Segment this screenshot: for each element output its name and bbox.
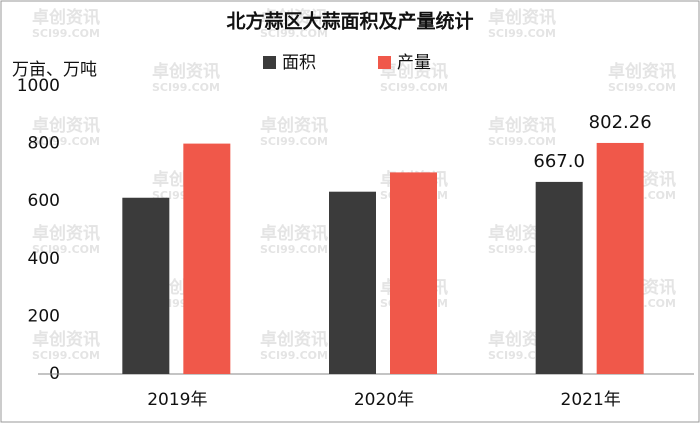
y-tick-label: 600: [28, 191, 60, 211]
chart-title: 北方蒜区大蒜面积及产量统计: [226, 10, 473, 33]
y-tick-label: 1000: [17, 76, 60, 96]
y-tick-label: 200: [28, 306, 60, 326]
watermark-text: SCI99.COM: [488, 27, 556, 40]
watermark-text: 卓创资讯: [260, 7, 328, 28]
watermark-text: SCI99.COM: [32, 27, 100, 40]
watermark-text: SCI99.COM: [32, 135, 100, 148]
y-tick-label: 400: [28, 249, 60, 269]
watermark-text: 卓创资讯: [260, 223, 328, 244]
bar: [535, 181, 583, 374]
x-tick-label: 2021年: [561, 390, 621, 410]
watermark-text: SCI99.COM: [32, 349, 100, 362]
x-tick-label: 2020年: [354, 390, 414, 410]
watermark-text: 卓创资讯: [380, 61, 448, 82]
bar: [122, 197, 170, 374]
watermark-text: SCI99.COM: [32, 243, 100, 256]
y-tick-label: 800: [28, 134, 60, 154]
watermark-text: 卓创资讯: [32, 115, 100, 136]
legend-swatch: [378, 56, 391, 69]
watermark-text: 卓创资讯: [152, 61, 220, 82]
x-tick-label: 2019年: [147, 390, 207, 410]
watermark-text: SCI99.COM: [260, 243, 328, 256]
bar: [329, 191, 376, 374]
watermark-text: SCI99.COM: [260, 135, 328, 148]
watermark-text: SCI99.COM: [488, 135, 556, 148]
watermark-text: 卓创资讯: [32, 223, 100, 244]
bar: [183, 143, 231, 374]
watermark-text: 卓创资讯: [488, 115, 556, 136]
bar: [596, 142, 644, 374]
watermark-text: SCI99.COM: [152, 81, 220, 94]
y-axis-label: 万亩、万吨: [12, 60, 97, 80]
watermark-text: 卓创资讯: [260, 115, 328, 136]
watermark-text: 卓创资讯: [32, 7, 100, 28]
watermark-text: 卓创资讯: [608, 61, 676, 82]
watermark-text: SCI99.COM: [380, 81, 448, 94]
legend-label: 面积: [282, 53, 316, 73]
bar: [390, 172, 437, 374]
data-label: 667.0: [533, 151, 585, 172]
data-label: 802.26: [589, 112, 652, 133]
legend-swatch: [263, 56, 276, 69]
watermark-text: SCI99.COM: [260, 27, 328, 40]
watermark-text: 卓创资讯: [32, 329, 100, 350]
watermark-text: 卓创资讯: [488, 7, 556, 28]
watermark-text: SCI99.COM: [608, 81, 676, 94]
watermark-text: 卓创资讯: [260, 329, 328, 350]
watermark-text: SCI99.COM: [260, 349, 328, 362]
legend-label: 产量: [397, 53, 431, 73]
